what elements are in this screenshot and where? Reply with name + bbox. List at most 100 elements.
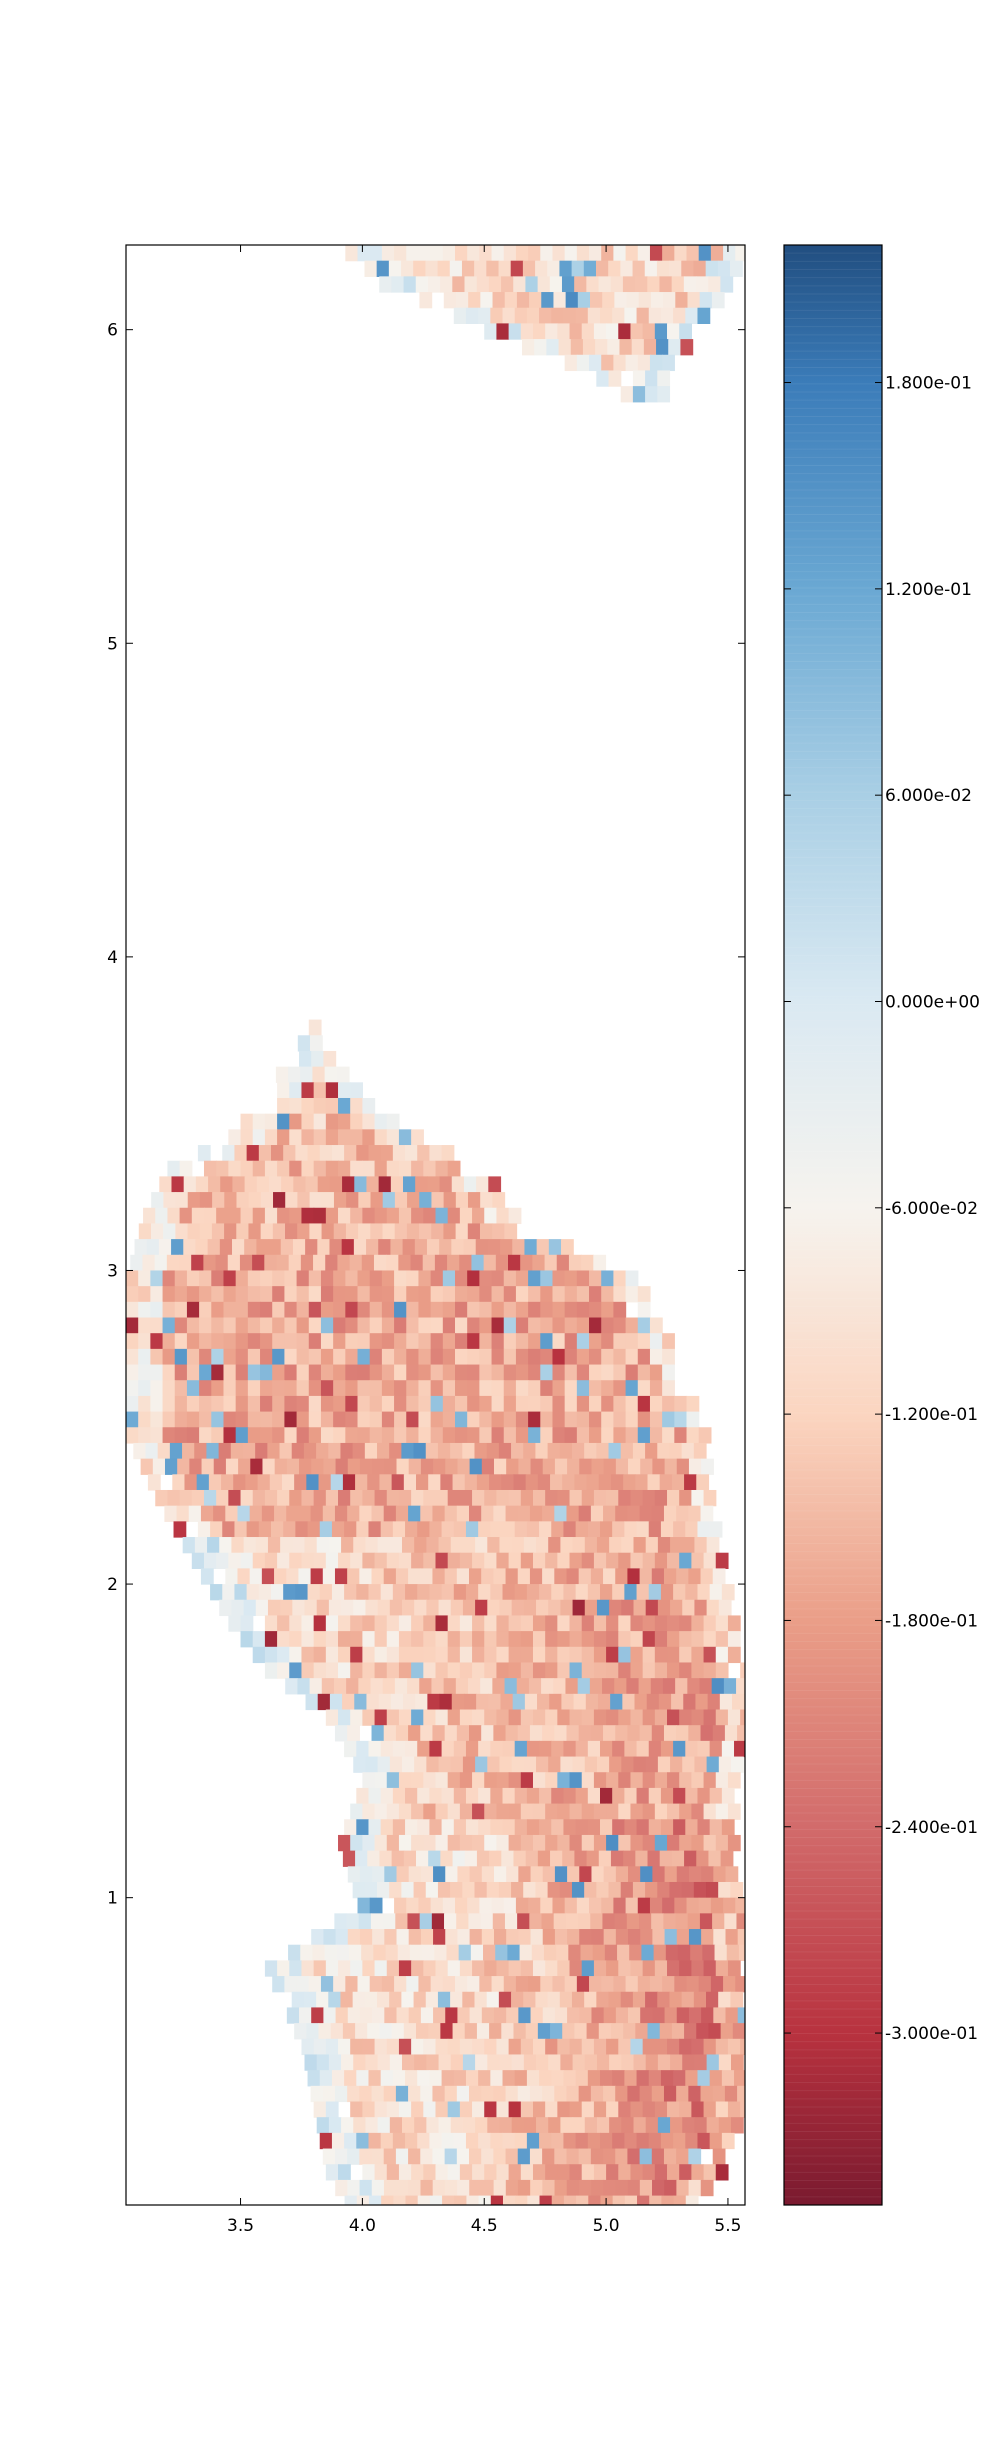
heatmap-cell <box>618 1662 632 1679</box>
heatmap-cell <box>492 1678 506 1695</box>
heatmap-cell <box>696 1474 710 1491</box>
heatmap-cell <box>292 1599 306 1617</box>
heatmap-cell <box>685 1584 699 1601</box>
heatmap-cell <box>394 1286 407 1303</box>
heatmap-cell <box>532 1489 546 1507</box>
heatmap-cell <box>389 2117 403 2134</box>
heatmap-cell <box>348 1944 362 1961</box>
heatmap-cell <box>557 2038 571 2056</box>
heatmap-cell <box>681 1442 695 1460</box>
heatmap-cell <box>529 2085 543 2103</box>
heatmap-cell <box>246 1584 260 1601</box>
heatmap-cell <box>673 2195 687 2205</box>
heatmap-cell <box>288 1944 301 1961</box>
heatmap-cell <box>542 2148 555 2165</box>
heatmap-cell <box>441 1521 455 1538</box>
heatmap-cell <box>380 1521 394 1538</box>
heatmap-cell <box>691 1631 705 1648</box>
heatmap-cell <box>338 1160 351 1177</box>
heatmap-cell <box>565 1913 579 1930</box>
heatmap-cell <box>587 1740 601 1758</box>
heatmap-cell <box>518 1929 532 1946</box>
heatmap-cell <box>440 276 453 293</box>
heatmap-cell <box>606 1552 619 1569</box>
heatmap-cell <box>386 1646 400 1664</box>
heatmap-cell <box>174 1411 188 1428</box>
heatmap-cell <box>325 2101 339 2118</box>
heatmap-cell <box>186 1411 200 1428</box>
heatmap-cell <box>308 1348 322 1366</box>
heatmap-cell <box>484 1772 498 1789</box>
heatmap-cell <box>411 1709 424 1726</box>
heatmap-cell <box>394 1348 407 1366</box>
heatmap-cell <box>247 1270 261 1287</box>
heatmap-cell <box>222 1145 236 1162</box>
heatmap-cell <box>667 1772 680 1789</box>
heatmap-cell <box>430 1286 444 1303</box>
heatmap-cell <box>447 2038 461 2056</box>
heatmap-cell <box>688 1866 702 1883</box>
heatmap-cell <box>386 1834 400 1852</box>
heatmap-cell <box>589 1411 602 1428</box>
heatmap-cell <box>311 2007 324 2024</box>
heatmap-cell <box>589 1270 602 1287</box>
heatmap-cell <box>606 1803 619 1820</box>
heatmap-cell <box>377 2054 391 2071</box>
heatmap-cell <box>727 1615 741 1632</box>
heatmap-cell <box>632 260 646 277</box>
heatmap-cell <box>308 1286 322 1303</box>
heatmap-cell <box>559 1442 573 1460</box>
heatmap-cell <box>601 1364 615 1381</box>
heatmap-cell <box>219 1239 233 1256</box>
heatmap-cell <box>386 1552 400 1569</box>
heatmap-cell <box>540 1976 554 1993</box>
heatmap-cell <box>554 1458 568 1475</box>
heatmap-cell <box>235 1427 249 1444</box>
heatmap-cell <box>554 2148 568 2165</box>
heatmap-cell <box>705 260 719 277</box>
heatmap-cell <box>398 2038 412 2056</box>
heatmap-cell <box>697 1787 711 1805</box>
heatmap-cell <box>469 2179 483 2197</box>
heatmap-cell <box>596 1881 610 1899</box>
heatmap-cell <box>505 2179 519 2197</box>
heatmap-cell <box>513 1850 527 1867</box>
heatmap-cell <box>301 1646 315 1664</box>
heatmap-cell <box>652 1929 666 1946</box>
heatmap-cell <box>648 1740 662 1758</box>
heatmap-cell <box>297 1035 311 1052</box>
heatmap-cell <box>303 1442 317 1460</box>
heatmap-cell <box>536 2054 549 2071</box>
heatmap-cell <box>540 1317 554 1334</box>
heatmap-cell <box>618 1834 632 1852</box>
heatmap-cell <box>576 354 590 372</box>
heatmap-cell <box>514 2070 528 2087</box>
heatmap-cell <box>350 1552 363 1569</box>
heatmap-cell <box>569 1615 583 1632</box>
heatmap-cell <box>418 1333 432 1350</box>
heatmap-cell <box>662 1897 675 1914</box>
heatmap-cell <box>179 1254 192 1272</box>
heatmap-cell <box>423 1772 437 1789</box>
heatmap-cell <box>336 1944 350 1961</box>
heatmap-cell <box>506 1458 519 1475</box>
heatmap-cell <box>240 1113 254 1130</box>
heatmap-cell <box>490 307 504 324</box>
heatmap-cell <box>441 2132 455 2150</box>
heatmap-cell <box>364 1881 378 1899</box>
heatmap-cell <box>235 1348 249 1366</box>
heatmap-cell <box>219 1537 233 1554</box>
heatmap-cell <box>526 2132 540 2150</box>
heatmap-cell <box>706 2117 720 2134</box>
heatmap-cell <box>541 1913 555 1930</box>
heatmap-cell <box>554 1568 568 1585</box>
heatmap-cell <box>457 1458 471 1475</box>
heatmap-cell <box>613 1976 627 1993</box>
heatmap-cell <box>199 1270 212 1287</box>
heatmap-cell <box>663 1913 677 1930</box>
heatmap-cell <box>371 1725 385 1742</box>
heatmap-cell <box>138 1348 151 1366</box>
x-tick-label: 5.5 <box>714 2216 741 2236</box>
heatmap-cell <box>357 1364 371 1381</box>
heatmap-cell <box>467 1348 480 1366</box>
